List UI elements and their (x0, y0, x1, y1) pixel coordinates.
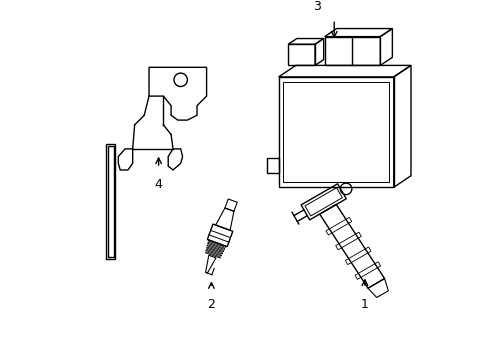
Text: 3: 3 (312, 0, 320, 13)
Bar (324, 37, 380, 66)
Bar (283, 82, 388, 183)
Text: 2: 2 (207, 298, 215, 311)
Text: 4: 4 (154, 178, 162, 191)
Text: 1: 1 (360, 298, 368, 311)
Bar (287, 44, 314, 66)
Bar (278, 77, 393, 187)
